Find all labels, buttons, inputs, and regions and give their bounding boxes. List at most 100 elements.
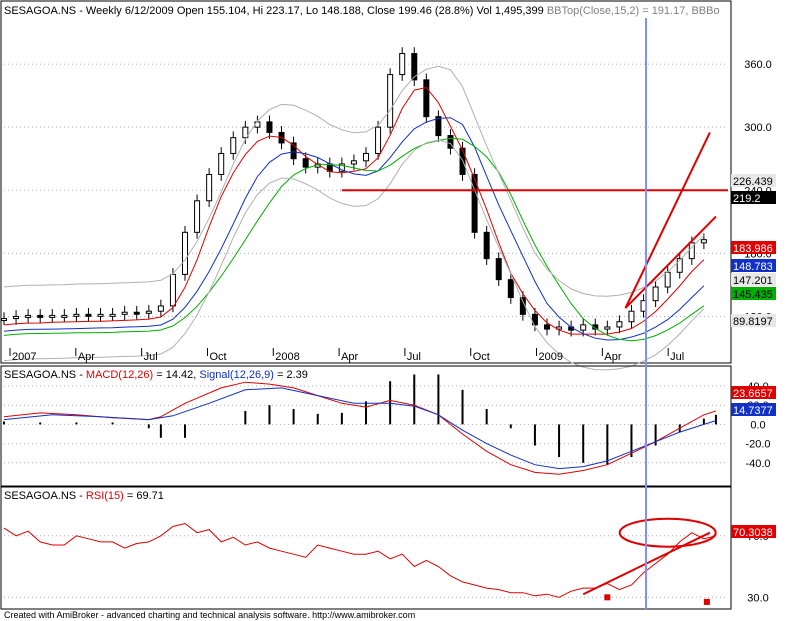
price-candle-body bbox=[121, 311, 128, 315]
macd-y-tick-label: -40.0 bbox=[745, 458, 770, 470]
price-y-tick-label: 300.0 bbox=[744, 122, 772, 134]
footer-text: Created with AmiBroker - advanced charti… bbox=[4, 610, 415, 620]
price-candle-body bbox=[61, 314, 68, 318]
price-candle-body bbox=[133, 311, 140, 315]
price-title-part-0: SESAGOA.NS - Weekly 6/12/2009 Open 155.1… bbox=[4, 5, 547, 17]
price-candle-body bbox=[495, 258, 502, 281]
macd-title-part-2: = 14.42, bbox=[153, 369, 199, 381]
rsi-panel: SESAGOA.NS - RSI(15) = 69.71 70.030.0 70… bbox=[0, 486, 776, 610]
x-axis-label: Jul bbox=[670, 351, 684, 363]
trendline-upper-lines bbox=[624, 131, 711, 309]
price-candle-body bbox=[194, 200, 201, 233]
price-candle-body bbox=[688, 242, 695, 260]
price-value-badge bbox=[731, 174, 776, 187]
price-x-axis: 2007 Apr Jul Oct 2008 Apr Jul Oct 2009 Apr Jul bbox=[9, 348, 684, 363]
price-candle-body bbox=[25, 314, 32, 318]
price-title-part-1: BBTop(Close,15,2) = 191.17, bbox=[547, 5, 692, 17]
price-candle-body bbox=[85, 313, 92, 317]
macd-value-badge bbox=[731, 386, 776, 399]
rsi-value-badge-text: 70.3038 bbox=[733, 527, 773, 539]
rsi-title-part-2: = 69.71 bbox=[124, 490, 164, 502]
macd-panel: SESAGOA.NS - MACD(12,26) = 14.42, Signal… bbox=[0, 365, 776, 487]
price-candle-body bbox=[37, 314, 44, 318]
rsi-panel-border bbox=[0, 486, 732, 610]
price-candle-body bbox=[592, 324, 599, 330]
x-axis-label: Apr bbox=[341, 351, 358, 363]
macd-series-line bbox=[3, 381, 717, 475]
price-candle-body bbox=[423, 79, 430, 118]
rsi-title-part-0: SESAGOA.NS - bbox=[4, 490, 86, 502]
price-value-badge bbox=[731, 241, 776, 254]
price-candle-body bbox=[145, 310, 152, 314]
price-candle-body bbox=[676, 258, 683, 273]
price-badges: 226.439 219.2 183.986 148.783 147.201 145.435… bbox=[731, 174, 776, 328]
price-value-badge-text: 219.2 bbox=[733, 193, 761, 205]
price-candle-body bbox=[290, 142, 297, 160]
price-candle-body bbox=[399, 53, 406, 76]
price-value-badge bbox=[731, 287, 776, 300]
price-value-badge-text: 183.986 bbox=[733, 243, 773, 255]
bollinger-bottom bbox=[3, 139, 705, 371]
price-candle-body bbox=[242, 126, 249, 139]
price-candle-body bbox=[109, 313, 116, 317]
macd-y-tick-label: -20.0 bbox=[745, 439, 770, 451]
price-value-badge-text: 89.8197 bbox=[733, 316, 773, 328]
price-candle-body bbox=[435, 116, 442, 137]
x-axis-label: 2008 bbox=[275, 351, 299, 363]
price-candle-body bbox=[411, 53, 418, 81]
moving-average-blue bbox=[3, 117, 705, 341]
macd-y-tick-label: 0.0 bbox=[750, 419, 765, 431]
price-candle-body bbox=[628, 310, 635, 323]
price-value-badge bbox=[731, 273, 776, 286]
rsi-badges: 70.3038 bbox=[731, 525, 776, 539]
price-candle-body bbox=[230, 137, 237, 154]
macd-value-badge-text: 23.6657 bbox=[733, 388, 773, 400]
macd-value-badge bbox=[731, 403, 776, 416]
bollinger-top bbox=[3, 65, 705, 297]
price-value-badge-text: 226.439 bbox=[733, 176, 773, 188]
price-value-badge-text: 148.783 bbox=[733, 261, 773, 273]
macd-panel-border bbox=[0, 365, 732, 487]
price-y-tick-label: 360.0 bbox=[744, 59, 772, 71]
price-candle-body bbox=[652, 286, 659, 302]
rsi-title-part-1: RSI(15) bbox=[86, 490, 124, 502]
x-axis-label: Jul bbox=[407, 351, 421, 363]
price-candle-body bbox=[302, 158, 309, 168]
price-candle-body bbox=[206, 173, 213, 202]
price-candle-body bbox=[1, 318, 7, 322]
rsi-highlight-ellipse bbox=[618, 517, 717, 548]
rsi-y-tick-label: 30.0 bbox=[747, 592, 768, 604]
price-candle-body bbox=[73, 313, 80, 317]
price-candle-body bbox=[169, 273, 176, 307]
macd-badges: 23.6657 14.7377 bbox=[731, 386, 776, 417]
macd-value-badge-text: 14.7377 bbox=[733, 405, 773, 417]
price-candle-body bbox=[338, 163, 345, 172]
macd-title-part-4: = 2.39 bbox=[274, 369, 308, 381]
macd-marks bbox=[3, 374, 717, 475]
price-candle-body bbox=[375, 126, 382, 154]
price-candle-body bbox=[700, 239, 707, 244]
price-candle-body bbox=[266, 121, 273, 133]
price-value-badge bbox=[731, 259, 776, 272]
macd-title-part-1: MACD(12,26) bbox=[86, 369, 153, 381]
rsi-value-badge bbox=[731, 525, 776, 538]
rsi-marker-square bbox=[703, 598, 710, 605]
price-candle-body bbox=[616, 321, 623, 328]
price-candle-body bbox=[350, 160, 357, 165]
macd-series-line bbox=[3, 387, 717, 470]
price-candle-body bbox=[447, 135, 454, 149]
price-value-badge-text: 145.435 bbox=[733, 289, 773, 301]
price-panel: SESAGOA.NS - Weekly 6/12/2009 Open 155.1… bbox=[0, 0, 776, 371]
moving-average-red bbox=[3, 86, 705, 335]
macd-panel-title: SESAGOA.NS - MACD(12,26) = 14.42, Signal… bbox=[4, 369, 308, 381]
macd-title-part-3: Signal(12,26,9) bbox=[199, 369, 274, 381]
macd-title-part-0: SESAGOA.NS - bbox=[4, 369, 86, 381]
price-candle-body bbox=[363, 152, 369, 162]
price-candle-body bbox=[218, 152, 225, 175]
price-candle-body bbox=[157, 305, 164, 312]
price-value-badge bbox=[731, 314, 776, 327]
price-candle-body bbox=[13, 315, 20, 320]
x-axis-label: Jul bbox=[144, 351, 158, 363]
price-panel-title: SESAGOA.NS - Weekly 6/12/2009 Open 155.1… bbox=[4, 5, 720, 17]
price-candle-body bbox=[531, 313, 538, 326]
